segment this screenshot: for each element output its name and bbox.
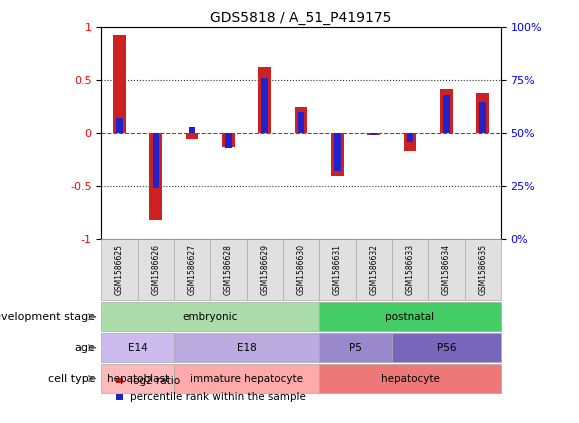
Text: P5: P5 [349, 343, 362, 353]
Text: GSM1586630: GSM1586630 [296, 244, 306, 295]
Text: GSM1586635: GSM1586635 [478, 244, 487, 295]
Text: hepatoblast: hepatoblast [107, 374, 168, 384]
Title: GDS5818 / A_51_P419175: GDS5818 / A_51_P419175 [210, 11, 392, 25]
Text: embryonic: embryonic [182, 312, 238, 322]
Bar [258, 67, 271, 133]
Bar [371, 133, 377, 135]
Bar [477, 93, 489, 133]
Text: E14: E14 [128, 343, 148, 353]
Bar [404, 133, 416, 151]
Text: age: age [75, 343, 96, 353]
Bar [407, 133, 413, 142]
Bar [295, 107, 307, 133]
Bar [262, 78, 268, 133]
Bar [367, 133, 380, 135]
Text: GSM1586632: GSM1586632 [369, 244, 378, 295]
Bar [186, 133, 199, 139]
Bar [298, 112, 305, 133]
Text: percentile rank within the sample: percentile rank within the sample [130, 392, 306, 402]
Text: development stage: development stage [0, 312, 96, 322]
Text: GSM1586633: GSM1586633 [405, 244, 415, 295]
Bar [116, 118, 123, 133]
Text: hepatocyte: hepatocyte [380, 374, 439, 384]
Bar [149, 133, 162, 220]
Text: GSM1586625: GSM1586625 [115, 244, 124, 295]
Bar [222, 133, 235, 147]
Bar [331, 133, 344, 176]
Bar [225, 133, 232, 148]
Text: cell type: cell type [48, 374, 96, 384]
Text: GSM1586627: GSM1586627 [188, 244, 197, 295]
Text: GSM1586631: GSM1586631 [333, 244, 342, 295]
Bar [189, 127, 195, 133]
Text: log2 ratio: log2 ratio [130, 376, 181, 386]
Text: E18: E18 [237, 343, 256, 353]
Text: postnatal: postnatal [386, 312, 435, 322]
Bar [440, 89, 453, 133]
Bar [113, 35, 126, 133]
Text: P56: P56 [437, 343, 456, 353]
Text: GSM1586628: GSM1586628 [224, 244, 233, 295]
Text: immature hepatocyte: immature hepatocyte [190, 374, 303, 384]
Bar [443, 95, 450, 133]
Text: GSM1586634: GSM1586634 [442, 244, 451, 295]
Bar [479, 102, 486, 133]
Text: GSM1586629: GSM1586629 [261, 244, 269, 295]
Bar [152, 133, 159, 188]
Text: GSM1586626: GSM1586626 [151, 244, 160, 295]
Bar [334, 133, 340, 171]
